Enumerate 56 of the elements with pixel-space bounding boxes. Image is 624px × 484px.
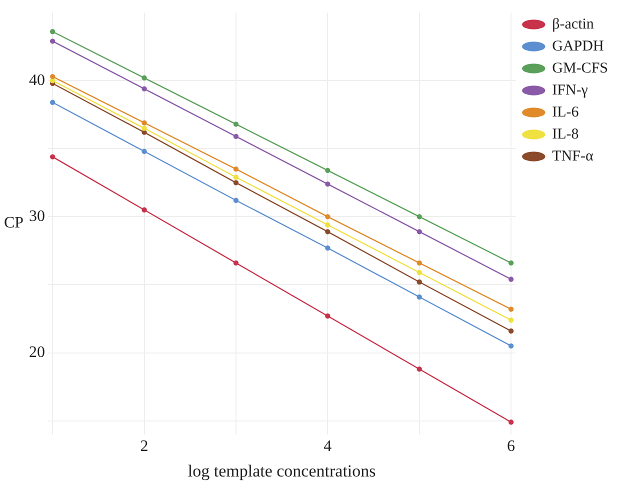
point	[233, 174, 239, 180]
legend-label: β-actin	[552, 16, 594, 32]
legend-label: IL-6	[552, 104, 580, 120]
point	[325, 313, 330, 319]
point	[508, 328, 514, 334]
point	[416, 279, 422, 285]
point	[508, 343, 514, 349]
point	[142, 75, 147, 81]
point	[325, 181, 330, 187]
point	[233, 166, 239, 172]
point	[233, 122, 239, 127]
legend-label: GM-CFS	[552, 60, 608, 76]
legend-label: GAPDH	[552, 38, 604, 54]
point	[325, 222, 330, 228]
point	[142, 120, 147, 126]
point	[416, 366, 422, 372]
point	[416, 229, 422, 234]
point	[325, 245, 330, 251]
point	[508, 306, 514, 312]
x-axis-title: log template concentrations	[188, 461, 376, 480]
point	[325, 229, 330, 234]
legend-label: IL-8	[552, 126, 579, 142]
point	[142, 148, 147, 154]
point	[142, 130, 147, 135]
point	[50, 74, 56, 80]
point	[325, 214, 330, 220]
x-tick-label: 2	[140, 438, 148, 456]
point	[416, 294, 422, 300]
point	[50, 100, 56, 106]
point	[508, 420, 514, 425]
point	[508, 318, 514, 323]
point	[233, 198, 239, 203]
point	[416, 260, 422, 266]
point	[416, 270, 422, 276]
point	[142, 207, 147, 212]
point	[233, 134, 239, 140]
point	[233, 260, 239, 266]
y-axis-title: CP	[4, 214, 24, 232]
point	[142, 126, 147, 131]
point	[50, 78, 56, 84]
point	[508, 276, 514, 282]
x-tick-label: 4	[324, 438, 332, 456]
point	[325, 168, 330, 174]
y-tick-label: 40	[29, 72, 45, 89]
point	[50, 154, 56, 160]
y-tick-label: 30	[29, 208, 45, 225]
legend-label: IFN-γ	[552, 82, 588, 98]
x-tick-label: 6	[507, 438, 516, 456]
point	[416, 214, 422, 220]
point	[142, 86, 147, 92]
point	[233, 180, 239, 186]
y-tick-label: 20	[29, 344, 45, 361]
point	[508, 260, 514, 266]
legend-label: TNF-α	[552, 148, 594, 164]
point	[50, 29, 56, 34]
point	[50, 38, 56, 44]
